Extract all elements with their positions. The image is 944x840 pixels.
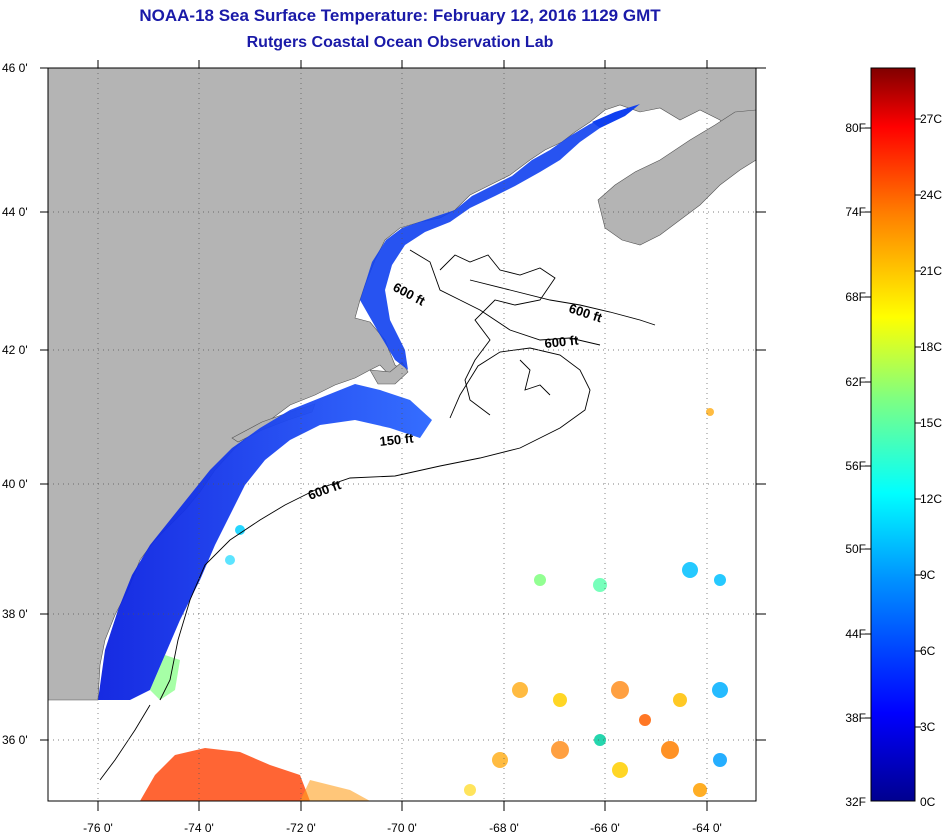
lon-label: -76 0' (83, 821, 113, 835)
lat-label: 40 0' (2, 477, 28, 491)
colorbar-f-label: 50F (845, 542, 866, 556)
contour-label: 150 ft (379, 430, 415, 449)
lon-label: -74 0' (184, 821, 214, 835)
longitude-labels: -76 0' -74 0' -72 0' -70 0' -68 0' -66 0… (83, 821, 722, 835)
colorbar: 80F 74F 68F 62F 56F 50F 44F 38F 32F 27C … (845, 67, 942, 809)
land-nova-scotia (597, 109, 756, 246)
lon-label: -64 0' (692, 821, 722, 835)
latitude-labels: 46 0' 44 0' 42 0' 40 0' 38 0' 36 0' (2, 61, 28, 747)
sst-bay-of-fundy (592, 104, 640, 128)
sst-coastal-band (98, 384, 432, 700)
colorbar-f-label: 56F (845, 459, 866, 473)
lat-label: 44 0' (2, 205, 28, 219)
colorbar-f-label: 74F (845, 205, 866, 219)
lat-label: 38 0' (2, 607, 28, 621)
map-area: 600 ft 600 ft 600 ft 150 ft 600 ft (48, 68, 756, 801)
colorbar-c-label: 18C (920, 340, 942, 354)
map-title: NOAA-18 Sea Surface Temperature: Februar… (139, 6, 661, 25)
lat-label: 42 0' (2, 343, 28, 357)
lon-label: -66 0' (590, 821, 620, 835)
colorbar-f-label: 38F (845, 711, 866, 725)
colorbar-f-label: 44F (845, 627, 866, 641)
lon-label: -70 0' (387, 821, 417, 835)
lon-label: -68 0' (489, 821, 519, 835)
colorbar-c-label: 24C (920, 188, 942, 202)
sst-gulf-stream-warm (140, 748, 310, 801)
land-cape-cod (369, 361, 409, 385)
map-subtitle: Rutgers Coastal Ocean Observation Lab (246, 34, 554, 51)
colorbar-f-label: 32F (845, 795, 866, 809)
lat-label: 36 0' (2, 733, 28, 747)
lat-label: 46 0' (2, 61, 28, 75)
colorbar-f-label: 62F (845, 375, 866, 389)
sst-gulf-stream-orange (300, 780, 370, 801)
colorbar-c-label: 3C (920, 720, 936, 734)
colorbar-c-label: 6C (920, 644, 936, 658)
contour-label: 600 ft (544, 332, 580, 351)
colorbar-c-label: 27C (920, 112, 942, 126)
colorbar-f-label: 80F (845, 121, 866, 135)
lon-label: -72 0' (286, 821, 316, 835)
sst-offshore-patches (225, 408, 728, 797)
colorbar-c-label: 21C (920, 264, 942, 278)
graticule (48, 68, 756, 801)
colorbar-c-label: 15C (920, 416, 942, 430)
colorbar-c-label: 0C (920, 795, 936, 809)
colorbar-f-label: 68F (845, 290, 866, 304)
colorbar-c-label: 12C (920, 492, 942, 506)
axis-ticks (40, 60, 766, 811)
bathymetry-contours (99, 249, 656, 781)
colorbar-c-label: 9C (920, 568, 936, 582)
